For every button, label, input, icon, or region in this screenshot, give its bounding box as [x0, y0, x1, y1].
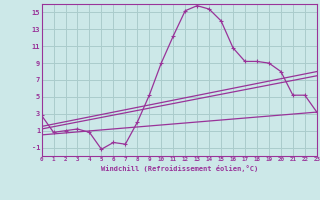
X-axis label: Windchill (Refroidissement éolien,°C): Windchill (Refroidissement éolien,°C)	[100, 165, 258, 172]
